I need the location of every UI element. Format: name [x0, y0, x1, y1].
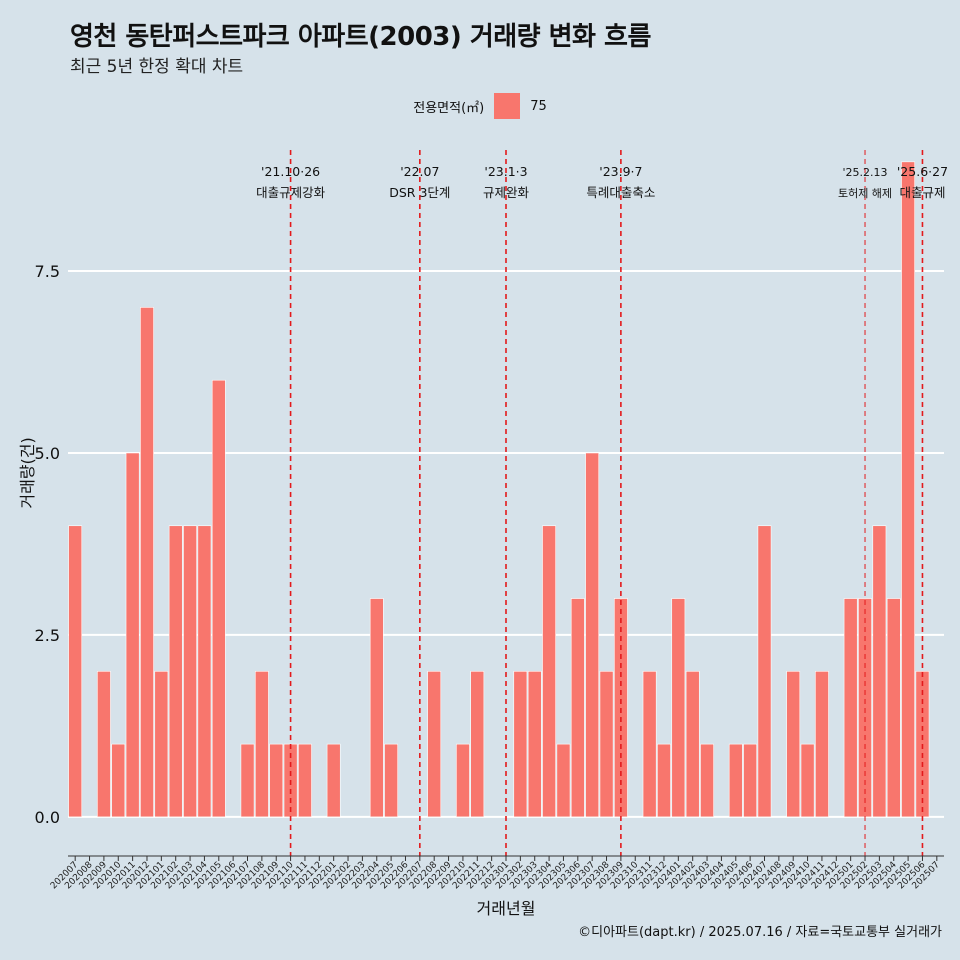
- legend-color-key: [494, 93, 521, 119]
- bar: [542, 525, 556, 818]
- event-date: '25.6·27: [897, 164, 948, 179]
- event-date: '25.2.13: [843, 166, 888, 179]
- bar: [168, 525, 183, 818]
- x-axis: 2020072020082020092020102020112020122021…: [49, 855, 944, 918]
- event-label: 대출규제강화: [256, 185, 326, 200]
- bar: [183, 525, 197, 818]
- event-label: DSR 3단계: [389, 185, 450, 200]
- bar: [470, 671, 485, 818]
- bar: [527, 671, 542, 818]
- bar: [901, 161, 915, 818]
- bar: [815, 671, 829, 818]
- bar: [240, 743, 255, 818]
- event-date: '23.9·7: [599, 164, 642, 179]
- bar: [68, 525, 83, 818]
- bar: [671, 598, 686, 818]
- bar: [254, 671, 269, 818]
- bar: [125, 452, 140, 818]
- y-tick-label: 5.0: [35, 444, 60, 463]
- source-caption: ©디아파트(dapt.kr) / 2025.07.16 / 자료=국토교통부 실…: [578, 925, 942, 940]
- event-label: 특례대출축소: [586, 185, 655, 200]
- bar: [642, 671, 657, 818]
- bar: [513, 671, 528, 818]
- bar: [211, 379, 226, 818]
- bar: [154, 671, 169, 818]
- bar: [384, 743, 398, 818]
- bar: [872, 525, 887, 818]
- legend-title: 전용면적(㎡): [413, 100, 485, 116]
- chart-subtitle: 최근 5년 한정 확대 차트: [70, 57, 244, 77]
- bar: [197, 525, 212, 818]
- bar: [140, 307, 154, 818]
- event-label: 규제완화: [483, 185, 530, 200]
- x-axis-title: 거래년월: [477, 899, 536, 918]
- bar: [427, 671, 442, 818]
- bar: [326, 743, 341, 818]
- bar: [743, 743, 758, 818]
- y-axis: 0.0 2.5 5.0 7.5 거래량(건): [18, 262, 60, 827]
- bar: [657, 743, 671, 818]
- event-date: '21.10·26: [261, 164, 320, 179]
- bar: [757, 525, 772, 818]
- bar: [728, 743, 743, 818]
- event-label: 토허제 해제: [838, 186, 892, 200]
- bar: [111, 743, 126, 818]
- bar: [700, 743, 714, 818]
- bar: [269, 743, 284, 818]
- event-label: 대출규제: [899, 185, 945, 200]
- event-date: '22.07: [400, 164, 439, 179]
- bar: [685, 671, 700, 818]
- bar: [570, 598, 585, 818]
- event-date: '23.1·3: [484, 164, 527, 179]
- y-axis-title: 거래량(건): [18, 437, 37, 508]
- bar: [886, 598, 901, 818]
- chart-title: 영천 동탄퍼스트파크 아파트(2003) 거래량 변화 흐름: [70, 22, 651, 52]
- bar: [599, 671, 614, 818]
- event-annotations: '21.10·26 대출규제강화 '22.07 DSR 3단계 '23.1·3 규제완화 '…: [256, 164, 948, 200]
- bar: [456, 743, 470, 818]
- bar: [786, 671, 801, 818]
- event-lines: [289, 150, 924, 856]
- legend-label: 75: [530, 98, 547, 114]
- bar: [97, 671, 111, 818]
- bar: [556, 743, 571, 818]
- legend: 전용면적(㎡) 75: [0, 93, 960, 119]
- bar: [585, 452, 600, 818]
- y-tick-label: 7.5: [35, 262, 60, 281]
- y-tick-label: 0.0: [35, 808, 60, 827]
- bar: [298, 743, 312, 818]
- y-tick-label: 2.5: [35, 626, 60, 645]
- bar: [369, 598, 384, 818]
- bar: [800, 743, 815, 818]
- bar: [843, 598, 858, 818]
- bars: [68, 161, 930, 818]
